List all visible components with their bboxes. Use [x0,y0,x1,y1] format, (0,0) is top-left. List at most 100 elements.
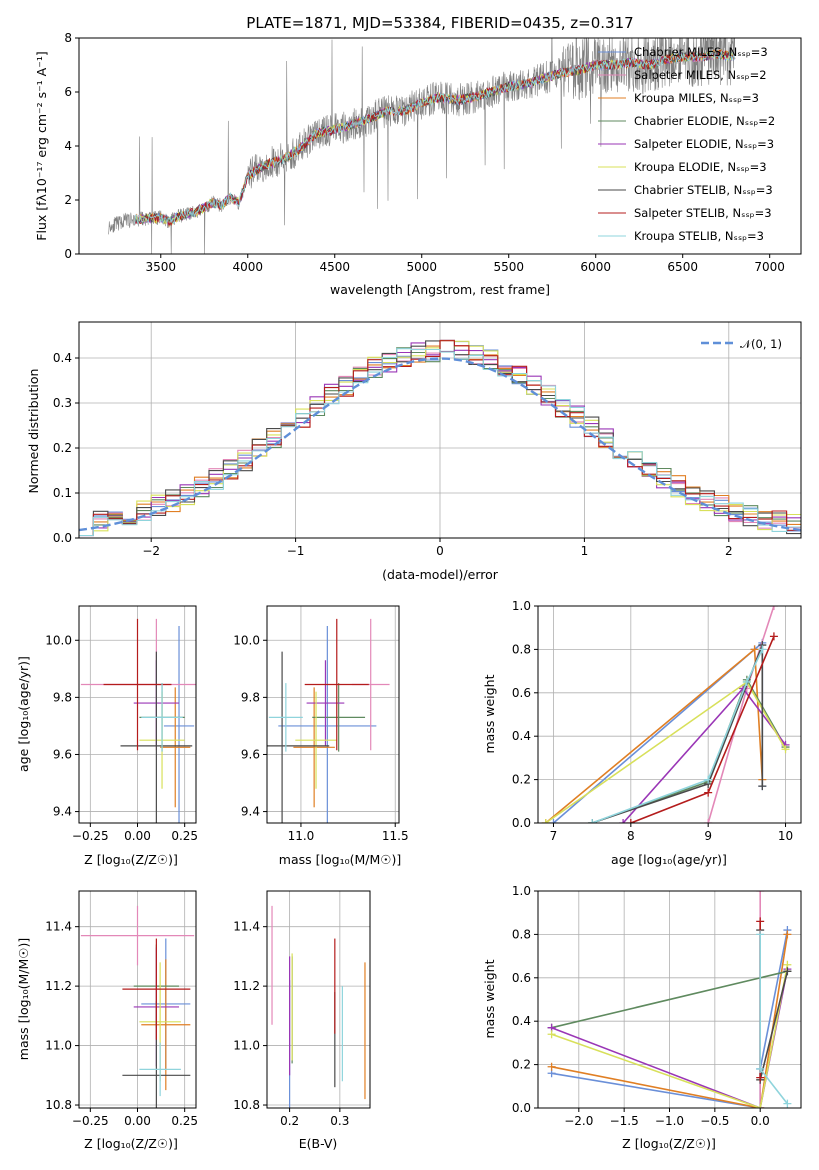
residuals-ytick-label-3: 0.3 [53,396,72,410]
age_mass-ytick-label-3: 10.0 [233,633,260,647]
age_Z-y-axis-label: age [log₁₀(age/yr)] [16,656,31,772]
mass_Z-plot-area [80,905,195,1108]
legend-label-chabrier-stelib: Chabrier STELIB, Nₛₛₚ=3 [634,183,773,197]
legend-label-salpeter-stelib: Salpeter STELIB, Nₛₛₚ=3 [634,206,772,220]
weight_Z-ytick-label-0: 0.0 [512,1101,531,1115]
spectrum-ytick-label-2: 4 [64,139,72,153]
weight_Z-line-chabrier-elodie [551,970,788,1029]
weight_age-x-axis-label: age [log₁₀(age/yr)] [611,852,727,867]
mass_EBV-x-axis-label: E(B-V) [299,1136,338,1151]
spectrum-xtick-label-2: 4500 [319,260,350,274]
weight_age-xtick-label-1: 8 [627,829,635,843]
weight_age-point-salpeter-elodie-0 [619,819,628,823]
spectrum-ytick-label-0: 0 [64,247,72,261]
weight_Z-ytick-label-5: 1.0 [512,884,531,898]
weight_age-point-kroupa-stelib-2 [742,677,751,686]
chart-title: PLATE=1871, MJD=53384, FIBERID=0435, z=0… [246,14,633,32]
weight_Z-ytick-label-1: 0.2 [512,1058,531,1072]
weight_Z-line-kroupa-elodie [551,964,789,1108]
age_Z-xtick-label-0: −0.25 [72,829,109,843]
weight_age-panel: 7 8 9 10 0.0 0.2 0.4 0.6 0.8 1.0 age [log₁₀(age/yr… [482,599,802,867]
mass_Z-ytick-label-1: 11.0 [45,1039,72,1053]
residuals-x-axis-label: (data-model)/error [382,567,499,582]
weight_Z-y-axis-label: mass weight [482,959,497,1038]
age_mass-xtick-label-1: 11.5 [382,829,409,843]
age_mass-xtick-label-0: 11.0 [288,829,315,843]
spectrum-ytick-label-3: 6 [64,85,72,99]
weight_age-ytick-label-4: 0.8 [512,642,531,656]
spectrum-xtick-label-3: 5000 [406,260,437,274]
normal-curve [79,357,801,532]
weight_Z-point-salpeter-stelib-0 [756,917,765,926]
age_mass-frame [266,605,400,824]
weight_age-line-kroupa-stelib [591,649,764,823]
weight_age-xtick-label-2: 9 [704,829,712,843]
legend-label-chabrier-elodie: Chabrier ELODIE, Nₛₛₚ=2 [634,114,775,128]
age_mass-ytick-label-1: 9.6 [241,747,260,761]
weight_age-line-kroupa-elodie [545,680,787,823]
mass_Z-ytick-label-0: 10.8 [45,1098,72,1112]
weight_Z-point-salpeter-stelib-1 [756,1073,765,1082]
spectrum-ytick-label-4: 8 [64,31,72,45]
weight_Z-point-kroupa-miles-2 [783,930,792,939]
residuals-xtick-label-2: 0 [436,544,444,558]
mass_Z-ytick-label-3: 11.4 [45,920,72,934]
weight_Z-xtick-label-3: −0.5 [700,1114,729,1128]
mass_EBV-xtick-label-0: 0.2 [280,1114,299,1128]
weight_Z-plot-area [547,891,792,1108]
weight_Z-point-kroupa-miles-0 [547,1062,556,1071]
mass_Z-y-axis-label: mass [log₁₀(M/M☉)] [16,938,31,1060]
weight_age-ytick-label-5: 1.0 [512,599,531,613]
weight_Z-ytick-label-4: 0.8 [512,927,531,941]
weight_age-point-kroupa-stelib-0 [588,819,597,823]
age_mass-ytick-label-0: 9.4 [241,805,260,819]
mass_Z-ytick-label-2: 11.2 [45,979,72,993]
age_Z-ytick-label-1: 9.6 [53,747,72,761]
age_Z-plot-area [80,618,196,823]
weight_age-point-kroupa-stelib-1 [704,775,713,784]
weight_age-xtick-label-3: 10 [778,829,793,843]
age_Z-ytick-label-2: 9.8 [53,690,72,704]
weight_Z-point-kroupa-elodie-0 [547,1030,556,1039]
age_mass-x-axis-label: mass [log₁₀(M/M☉)] [279,852,401,867]
spectrum-xtick-label-1: 4000 [232,260,263,274]
mass_Z-xtick-label-0: −0.25 [72,1114,109,1128]
weight_Z-line-kroupa-miles [551,934,789,1108]
weight_age-point-kroupa-miles-1 [750,645,759,654]
age_Z-ytick-label-3: 10.0 [45,633,72,647]
spectrum-xtick-label-0: 3500 [145,260,176,274]
mass_Z-xtick-label-2: 0.25 [171,1114,198,1128]
residuals-xtick-label-0: −2 [142,544,160,558]
weight_age-line-salpeter-stelib [630,636,775,823]
mass_EBV-xtick-label-1: 0.3 [330,1114,349,1128]
mass_EBV-plot-area [271,905,366,1108]
mass_Z-panel: −0.25 0.00 0.25 10.8 11.0 11.2 11.4 Z [log₁₀(Z/… [16,890,198,1151]
weight_Z-point-kroupa-stelib-1 [756,1064,765,1073]
mass_EBV-ytick-label-2: 11.2 [233,979,260,993]
mass_EBV-frame [266,890,371,1109]
weight_Z-xtick-label-4: 0.0 [751,1114,770,1128]
age_Z-x-axis-label: Z [log₁₀(Z/Z☉)] [84,852,178,867]
spectrum-xtick-label-6: 6500 [667,260,698,274]
residuals-ytick-label-0: 0.0 [53,531,72,545]
residuals-xtick-label-4: 2 [725,544,733,558]
legend-label-salpeter-miles: Salpeter MILES, Nₛₛₚ=2 [634,68,767,82]
age_mass-plot-area [267,618,390,823]
weight_age-frame [537,605,802,824]
spectrum-panel: 3500 4000 4500 5000 5500 6000 6500 7000 0 2 4 6 8 PLA… [34,14,802,297]
age_Z-xtick-label-2: 0.25 [171,829,198,843]
weight_age-y-axis-label: mass weight [482,674,497,753]
age_Z-panel: −0.25 0.00 0.25 9.4 9.6 9.8 10.0 Z [log₁₀(Z/Z☉)… [16,605,198,867]
weight_Z-point-salpeter-miles-0 [756,891,765,895]
spectrum-xtick-label-4: 5500 [493,260,524,274]
weight_age-point-kroupa-elodie-0 [541,819,550,823]
mass_EBV-panel: 0.2 0.3 10.8 11.0 11.2 11.4 E(B-V) [233,890,371,1151]
weight_age-point-salpeter-stelib-0 [626,819,635,823]
weight_age-ytick-label-0: 0.0 [512,816,531,830]
weight_age-ytick-label-3: 0.6 [512,686,531,700]
residuals-ytick-label-1: 0.1 [53,486,72,500]
mass_EBV-ytick-label-0: 10.8 [233,1098,260,1112]
weight_Z-panel: −2.0 −1.5 −1.0 −0.5 0.0 0.0 0.2 0.4 0.6 0.8 1.0 Z [… [482,884,802,1151]
weight_age-point-salpeter-miles-0 [704,819,713,823]
